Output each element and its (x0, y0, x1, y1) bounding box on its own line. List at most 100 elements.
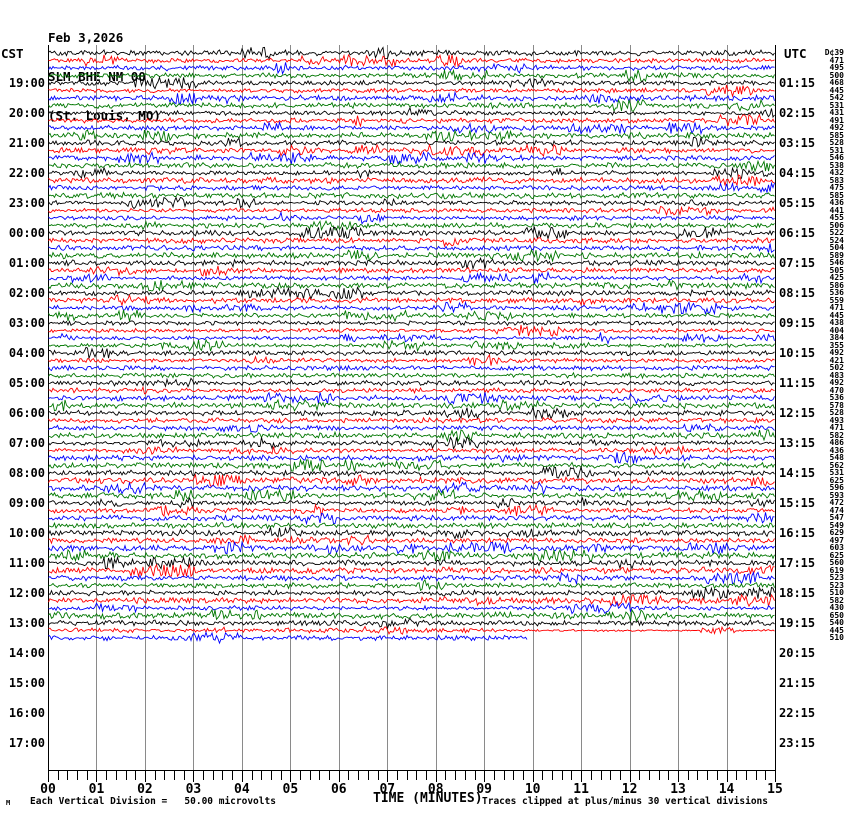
trace-peak-count: 495 (829, 63, 844, 72)
hour-label-cst: 16:00 (8, 706, 45, 720)
trace-row (48, 371, 775, 380)
trace-peak-count: 445 (829, 625, 844, 635)
trace-peak-count: 542 (829, 93, 844, 102)
trace-peak-count: 470 (829, 385, 844, 395)
minute-label: 00 (40, 782, 56, 797)
trace-row (48, 84, 775, 98)
trace-row (48, 196, 775, 210)
trace-peak-count: 436 (829, 445, 844, 455)
hour-label-cst: 09:00 (8, 496, 45, 510)
trace-peak-count: 559 (829, 295, 844, 305)
trace-row (48, 465, 775, 480)
hour-label-cst: 19:00 (8, 76, 45, 90)
trace-row (48, 533, 775, 547)
trace-row (48, 625, 775, 635)
trace-peak-count: 493 (829, 415, 844, 425)
trace-peak-count: 425 (829, 273, 844, 282)
hour-label-utc: 06:15 (779, 226, 816, 240)
trace-row (48, 270, 775, 285)
trace-peak-count: 531 (829, 100, 844, 110)
trace-row (48, 90, 775, 106)
hour-label-cst: 08:00 (8, 466, 45, 480)
trace-row (48, 385, 775, 395)
trace-peak-count: 582 (829, 430, 844, 440)
trace-peak-count: 528 (829, 138, 844, 147)
trace-row (48, 286, 775, 300)
trace-row (48, 593, 775, 608)
trace-row (48, 451, 775, 464)
trace-peak-count: 474 (829, 505, 844, 515)
hour-label-cst: 11:00 (8, 556, 45, 570)
trace-row (48, 46, 775, 60)
trace-row (48, 174, 775, 187)
trace-row (48, 521, 775, 530)
trace-peak-count: 593 (829, 490, 844, 500)
trace-peak-count: 430 (829, 603, 844, 612)
trace-row (48, 324, 775, 337)
trace-row (48, 364, 775, 372)
hour-label-cst: 10:00 (8, 526, 45, 540)
trace-peak-count: 492 (829, 123, 844, 132)
scale-note: Each Vertical Division = 50.00 microvolt… (30, 796, 276, 807)
trace-row (48, 181, 775, 194)
trace-row (48, 473, 775, 488)
hour-label-utc: 01:15 (779, 76, 816, 90)
trace-peak-count: 528 (829, 408, 844, 417)
trace-peak-count: 589 (829, 250, 844, 260)
trace-peak-count: 546 (829, 153, 844, 162)
trace-row (48, 120, 775, 136)
hour-label-cst: 00:00 (8, 226, 45, 240)
trace-peak-count: 455 (829, 213, 844, 222)
hour-label-utc: 22:15 (779, 706, 816, 720)
trace-row (48, 68, 775, 83)
trace-peak-count: 523 (829, 580, 844, 590)
hour-label-utc: 17:15 (779, 556, 816, 570)
minute-label: 15 (767, 782, 783, 797)
trace-peak-count: 586 (829, 280, 844, 290)
minute-label: 02 (137, 782, 153, 797)
trace-peak-count: 468 (829, 78, 844, 87)
trace-peak-count: 536 (829, 393, 844, 402)
trace-peak-count: 445 (829, 310, 844, 320)
trace-peak-count: 523 (829, 573, 844, 582)
trace-peak-count: 629 (829, 528, 844, 537)
minute-label: 10 (524, 782, 541, 797)
trace-peak-count: 491 (829, 115, 844, 125)
hour-label-cst: 01:00 (8, 256, 45, 270)
trace-peak-count: 549 (829, 520, 844, 530)
trace-peak-count: 431 (829, 108, 844, 117)
left-timezone-label: CST (1, 46, 24, 61)
trace-row (48, 248, 775, 263)
hour-label-utc: 18:15 (779, 586, 816, 600)
trace-row (48, 106, 775, 119)
trace-peak-count: 603 (829, 543, 844, 552)
trace-row (48, 391, 775, 406)
hour-label-cst: 22:00 (8, 166, 45, 180)
trace-peak-count: 540 (829, 618, 844, 627)
trace-peak-count: 583 (829, 175, 844, 185)
trace-peak-count: 505 (829, 265, 844, 275)
trace-row (48, 526, 775, 540)
trace-row (48, 617, 775, 631)
trace-row (48, 571, 775, 586)
trace-peak-count: 510 (829, 588, 844, 597)
hour-label-utc: 08:15 (779, 286, 816, 300)
minute-label: 13 (670, 782, 686, 797)
trace-row (48, 166, 775, 180)
minute-label: 09 (476, 782, 493, 797)
trace-row (48, 332, 775, 345)
trace-row (48, 585, 775, 601)
trace-peak-count: 547 (829, 513, 844, 522)
hour-label-cst: 13:00 (8, 616, 45, 630)
minute-label: 06 (330, 782, 347, 797)
trace-row (48, 481, 775, 496)
trace-row (48, 220, 775, 232)
trace-peak-count: 404 (829, 325, 844, 335)
trace-peak-count: 536 (829, 288, 844, 297)
trace-peak-count: 585 (829, 190, 844, 200)
trace-row (48, 62, 775, 75)
trace-peak-count: 438 (829, 318, 844, 327)
trace-peak-count: 562 (829, 460, 844, 470)
trace-peak-count: 384 (829, 333, 844, 342)
